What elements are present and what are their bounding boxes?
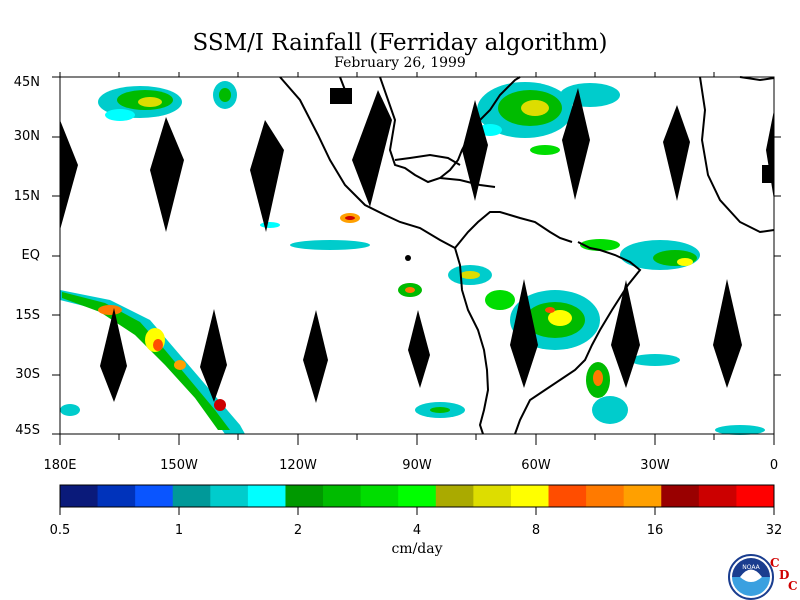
colorbar-swatch	[473, 485, 512, 507]
coastline-south-america	[454, 241, 642, 435]
lat-label-30s: 30S	[15, 367, 40, 382]
lon-label-120w: 120W	[279, 458, 317, 473]
cdc-letter-2: D	[779, 568, 790, 582]
swath-diamond	[150, 117, 184, 232]
colorbar-swatch	[210, 485, 249, 507]
swath-diamond	[713, 279, 742, 388]
colorbar-label-4: 4	[412, 523, 422, 538]
rain-band-spcz	[60, 290, 245, 434]
lat-label-eq: EQ	[21, 248, 40, 263]
colorbar	[59, 484, 775, 508]
lat-label-45s: 45S	[15, 423, 40, 438]
swath-diamond	[250, 120, 284, 232]
colorbar-swatch	[586, 485, 625, 507]
lon-label-60w: 60W	[521, 458, 551, 473]
rain-band-south-america	[60, 265, 765, 435]
colorbar-swatch	[661, 485, 700, 507]
rainfall-field	[60, 81, 765, 435]
colorbar-label-0-5: 0.5	[49, 523, 71, 538]
colorbar-swatch	[360, 485, 399, 507]
colorbar-swatch	[698, 485, 737, 507]
lat-label-15n: 15N	[13, 189, 40, 204]
swath-diamond	[562, 88, 590, 200]
swath-diamond	[100, 308, 127, 402]
colorbar-swatch	[135, 485, 174, 507]
lon-label-30w: 30W	[640, 458, 670, 473]
colorbar-swatch	[623, 485, 662, 507]
lon-label-0: 0	[769, 458, 779, 473]
swath-diamond	[766, 110, 774, 200]
noaa-logo: NOAA	[728, 554, 774, 600]
lon-label-150w: 150W	[160, 458, 198, 473]
cdc-letter-3: C	[788, 579, 798, 593]
missing-data-swaths	[60, 88, 774, 403]
colorbar-swatch	[548, 485, 587, 507]
colorbar-swatch	[172, 485, 211, 507]
swath-diamond	[352, 90, 392, 207]
colorbar-swatch	[736, 485, 775, 507]
swath-diamond	[60, 120, 78, 230]
colorbar-swatch	[97, 485, 136, 507]
swath-diamond	[303, 310, 328, 403]
colorbar-swatch	[285, 485, 324, 507]
colorbar-label-32: 32	[765, 523, 783, 538]
swath-diamond	[663, 105, 690, 201]
colorbar-label-16: 16	[646, 523, 664, 538]
coastlines	[279, 76, 775, 435]
colorbar-swatch	[60, 485, 99, 507]
swath-diamond	[200, 309, 227, 402]
lat-label-30n: 30N	[13, 129, 40, 144]
swath-diamond	[510, 279, 538, 388]
axis-ticks	[52, 72, 781, 445]
colorbar-ticks	[59, 507, 775, 515]
map-title: SSM/I Rainfall (Ferriday algorithm)	[192, 30, 608, 56]
coastline-africa	[699, 76, 775, 234]
lon-label-180e: 180E	[43, 458, 77, 473]
colorbar-swatch	[247, 485, 286, 507]
lat-label-45n: 45N	[13, 75, 40, 90]
map-date: February 26, 1999	[334, 55, 466, 71]
colorbar-swatch	[510, 485, 550, 507]
swath-diamond	[408, 310, 430, 388]
colorbar-units: cm/day	[391, 541, 443, 557]
coastline-europe	[739, 76, 775, 82]
colorbar-swatch	[323, 485, 362, 507]
swath-diamond	[611, 280, 640, 388]
colorbar-swatch	[398, 485, 437, 507]
lat-label-15s: 15S	[15, 308, 40, 323]
swath-diamond	[462, 100, 488, 201]
coastline-gulf	[394, 153, 461, 166]
rain-band-north-pacific	[98, 81, 237, 121]
coastline-cuba	[439, 177, 496, 188]
cdc-letter-1: C	[770, 556, 780, 570]
colorbar-swatch	[435, 485, 474, 507]
noaa-logo-text: NOAA	[742, 564, 760, 571]
rain-band-north-atlantic	[477, 82, 620, 155]
colorbar-label-8: 8	[531, 523, 541, 538]
colorbar-label-2: 2	[293, 523, 303, 538]
lon-label-90w: 90W	[402, 458, 432, 473]
colorbar-label-1: 1	[174, 523, 184, 538]
